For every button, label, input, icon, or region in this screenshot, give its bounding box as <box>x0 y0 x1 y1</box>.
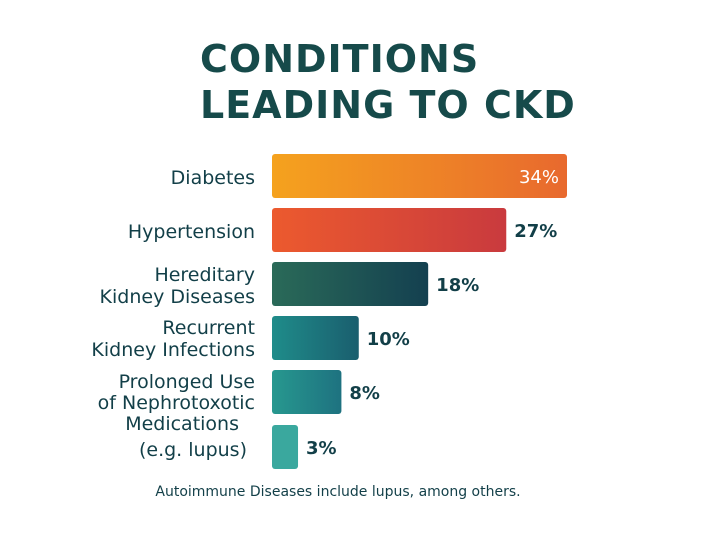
bars-group <box>272 154 567 469</box>
value-label-4: 8% <box>349 383 380 404</box>
value-label-5: 3% <box>306 438 337 459</box>
value-label-3: 10% <box>367 329 410 350</box>
bar-5 <box>272 425 299 469</box>
chart-title-line-2: LEADING TO CKD <box>200 83 576 127</box>
footnote: Autoimmune Diseases include lupus, among… <box>155 484 521 500</box>
bar-4 <box>272 370 342 414</box>
category-label-0-0: Diabetes <box>171 167 255 189</box>
chart-title-line-1: CONDITIONS <box>200 37 480 81</box>
category-label-3-1: Kidney Infections <box>91 339 255 361</box>
bar-2 <box>272 262 429 306</box>
category-label-3-0: Recurrent <box>162 317 255 339</box>
category-label-4-1: of Nephrotoxotic <box>98 392 255 414</box>
category-label-4-0: Prolonged Use <box>119 371 255 393</box>
category-label-2-1: Kidney Diseases <box>100 286 255 308</box>
bar-0 <box>272 154 567 198</box>
category-label-4-2: Medications <box>125 413 239 435</box>
category-label-2-0: Hereditary <box>154 264 255 286</box>
bar-1 <box>272 208 507 252</box>
value-label-0: 34% <box>519 167 559 188</box>
bar-3 <box>272 316 359 360</box>
value-label-2: 18% <box>436 275 479 296</box>
value-label-1: 27% <box>514 221 557 242</box>
value-labels-group: 34% 27% 18% 10% 8% 3% <box>306 167 559 459</box>
chart-title: CONDITIONS LEADING TO CKD <box>200 36 576 128</box>
category-label-5-0: (e.g. lupus) <box>139 439 247 461</box>
category-label-1-0: Hypertension <box>128 221 255 243</box>
